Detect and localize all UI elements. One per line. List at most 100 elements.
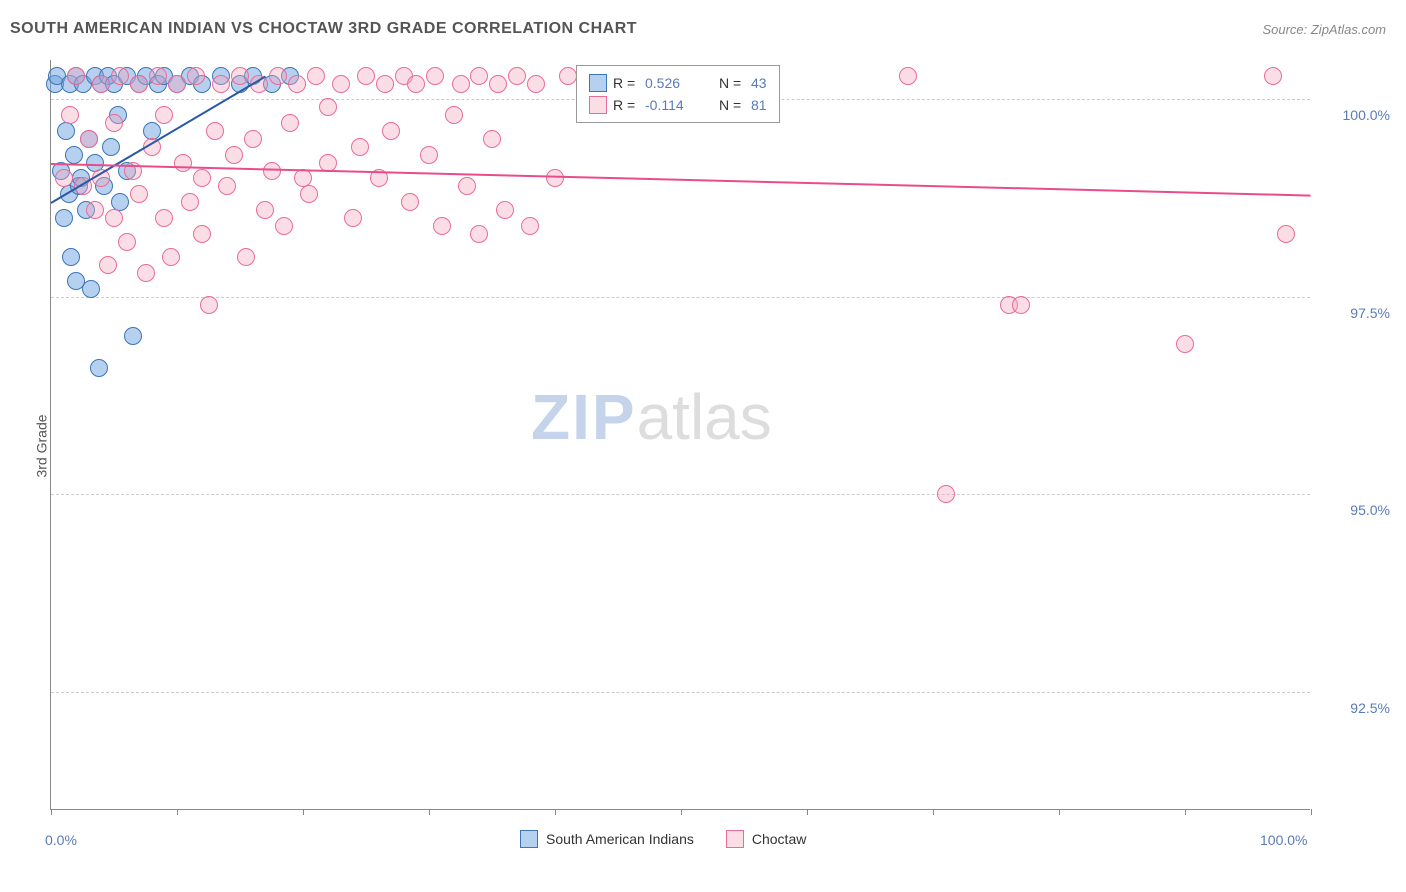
scatter-point [62, 248, 80, 266]
scatter-point [155, 106, 173, 124]
x-tick [555, 809, 556, 815]
scatter-point [55, 169, 73, 187]
scatter-point [470, 67, 488, 85]
scatter-point [483, 130, 501, 148]
scatter-point [426, 67, 444, 85]
scatter-point [206, 122, 224, 140]
scatter-point [458, 177, 476, 195]
legend-swatch [589, 96, 607, 114]
r-label: R = [613, 97, 639, 113]
scatter-point [124, 327, 142, 345]
scatter-point [521, 217, 539, 235]
scatter-point [937, 485, 955, 503]
x-tick [177, 809, 178, 815]
scatter-point [382, 122, 400, 140]
x-tick [681, 809, 682, 815]
scatter-point [174, 154, 192, 172]
scatter-point [1277, 225, 1295, 243]
scatter-point [288, 75, 306, 93]
x-tick [933, 809, 934, 815]
scatter-point [155, 209, 173, 227]
scatter-point [130, 75, 148, 93]
scatter-point [130, 185, 148, 203]
r-label: R = [613, 75, 639, 91]
x-tick [51, 809, 52, 815]
source-attribution: Source: ZipAtlas.com [1262, 22, 1386, 37]
scatter-point [433, 217, 451, 235]
scatter-point [200, 296, 218, 314]
r-value: 0.526 [645, 75, 701, 91]
y-tick-label: 97.5% [1350, 305, 1390, 321]
stats-legend: R =0.526N =43R =-0.114N =81 [576, 65, 780, 123]
trend-line [51, 163, 1311, 197]
scatter-point [332, 75, 350, 93]
scatter-point [445, 106, 463, 124]
scatter-point [275, 217, 293, 235]
y-axis-label: 3rd Grade [34, 414, 50, 477]
scatter-point [351, 138, 369, 156]
gridline-horizontal [51, 692, 1310, 693]
scatter-point [193, 169, 211, 187]
x-tick [1185, 809, 1186, 815]
scatter-point [162, 248, 180, 266]
scatter-point [307, 67, 325, 85]
watermark: ZIPatlas [531, 380, 772, 454]
scatter-point [231, 67, 249, 85]
scatter-point [55, 209, 73, 227]
plot-area: ZIPatlas 100.0%97.5%95.0%92.5%R =0.526N … [50, 60, 1310, 810]
stats-legend-row: R =0.526N =43 [589, 72, 767, 94]
scatter-point [118, 233, 136, 251]
legend-label: South American Indians [546, 831, 694, 847]
scatter-point [1012, 296, 1030, 314]
scatter-point [319, 98, 337, 116]
n-value: 43 [751, 75, 767, 91]
bottom-legend: South American Indians Choctaw [520, 830, 830, 848]
scatter-point [105, 114, 123, 132]
stats-legend-row: R =-0.114N =81 [589, 94, 767, 116]
gridline-horizontal [51, 297, 1310, 298]
scatter-point [496, 201, 514, 219]
scatter-point [452, 75, 470, 93]
scatter-point [546, 169, 564, 187]
scatter-point [218, 177, 236, 195]
scatter-point [80, 130, 98, 148]
legend-label: Choctaw [752, 831, 806, 847]
scatter-point [376, 75, 394, 93]
scatter-point [111, 67, 129, 85]
scatter-point [61, 106, 79, 124]
scatter-point [1264, 67, 1282, 85]
x-tick [1059, 809, 1060, 815]
scatter-point [899, 67, 917, 85]
scatter-point [1176, 335, 1194, 353]
scatter-point [67, 67, 85, 85]
x-tick [807, 809, 808, 815]
scatter-point [357, 67, 375, 85]
scatter-point [168, 75, 186, 93]
watermark-atlas: atlas [637, 381, 772, 453]
n-label: N = [719, 97, 745, 113]
scatter-point [187, 67, 205, 85]
gridline-horizontal [51, 494, 1310, 495]
scatter-point [559, 67, 577, 85]
n-value: 81 [751, 97, 767, 113]
scatter-point [65, 146, 83, 164]
scatter-point [90, 359, 108, 377]
scatter-point [57, 122, 75, 140]
scatter-point [489, 75, 507, 93]
x-tick [303, 809, 304, 815]
chart-title: SOUTH AMERICAN INDIAN VS CHOCTAW 3RD GRA… [10, 20, 637, 38]
scatter-point [82, 280, 100, 298]
scatter-point [281, 114, 299, 132]
scatter-point [269, 67, 287, 85]
x-tick-label: 100.0% [1260, 832, 1307, 848]
scatter-point [102, 138, 120, 156]
y-tick-label: 100.0% [1343, 107, 1390, 123]
scatter-point [237, 248, 255, 266]
scatter-point [508, 67, 526, 85]
scatter-point [193, 225, 211, 243]
scatter-point [99, 256, 117, 274]
scatter-point [149, 67, 167, 85]
scatter-point [137, 264, 155, 282]
scatter-point [105, 209, 123, 227]
scatter-point [407, 75, 425, 93]
